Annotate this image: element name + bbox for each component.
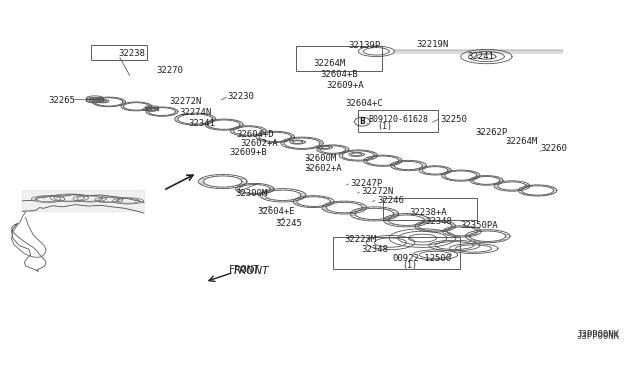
Bar	[383, 198, 477, 220]
Text: 32609+A: 32609+A	[326, 81, 364, 90]
Text: 32350PA: 32350PA	[461, 221, 499, 230]
Text: 32604+C: 32604+C	[346, 99, 383, 108]
Text: 32260: 32260	[541, 144, 568, 153]
Text: 32238+A: 32238+A	[410, 208, 447, 217]
Text: 32602+A: 32602+A	[304, 164, 342, 173]
Text: (1): (1)	[402, 262, 417, 270]
Text: 32272N: 32272N	[170, 97, 202, 106]
Text: 32245: 32245	[275, 219, 302, 228]
Text: 32300M: 32300M	[236, 189, 268, 198]
Text: 32609+B: 32609+B	[229, 148, 267, 157]
Text: 32262P: 32262P	[475, 128, 507, 137]
Text: 32250: 32250	[440, 115, 467, 124]
Text: 32348: 32348	[362, 245, 388, 254]
Text: FRONT: FRONT	[234, 266, 269, 276]
Text: 32604+D: 32604+D	[237, 130, 275, 139]
Bar	[333, 237, 460, 269]
Text: 32274N: 32274N	[179, 108, 211, 117]
Text: B: B	[360, 117, 365, 126]
Text: 32230: 32230	[227, 92, 254, 101]
Text: 32265: 32265	[48, 96, 75, 105]
Text: 32270: 32270	[157, 66, 184, 75]
Text: J3PP00NK: J3PP00NK	[576, 330, 619, 339]
Text: 32219N: 32219N	[416, 40, 448, 49]
Text: 32348: 32348	[426, 217, 452, 226]
Text: 32223M: 32223M	[344, 235, 376, 244]
Text: FRONT: FRONT	[229, 265, 260, 275]
Text: 32246: 32246	[378, 196, 404, 205]
Text: 32241: 32241	[467, 52, 494, 61]
Text: 32600M: 32600M	[304, 154, 336, 163]
Text: 32247P: 32247P	[351, 179, 383, 187]
Text: 32604+B: 32604+B	[320, 70, 358, 79]
Text: 32604+E: 32604+E	[257, 207, 295, 216]
Text: 32264M: 32264M	[314, 59, 346, 68]
Bar	[91, 45, 147, 60]
Text: 32272N: 32272N	[362, 187, 394, 196]
Bar	[358, 110, 438, 132]
Text: 32602+A: 32602+A	[240, 139, 278, 148]
Text: (1): (1)	[378, 122, 392, 131]
Text: 00922-12500: 00922-12500	[392, 254, 451, 263]
Text: 32139P: 32139P	[349, 41, 381, 50]
Text: 32264M: 32264M	[506, 137, 538, 146]
Text: 32238: 32238	[118, 49, 145, 58]
Text: B09120-61628: B09120-61628	[368, 115, 428, 124]
Bar	[296, 46, 382, 71]
Text: J3PP00NK: J3PP00NK	[576, 332, 619, 341]
Text: 32341: 32341	[189, 119, 216, 128]
